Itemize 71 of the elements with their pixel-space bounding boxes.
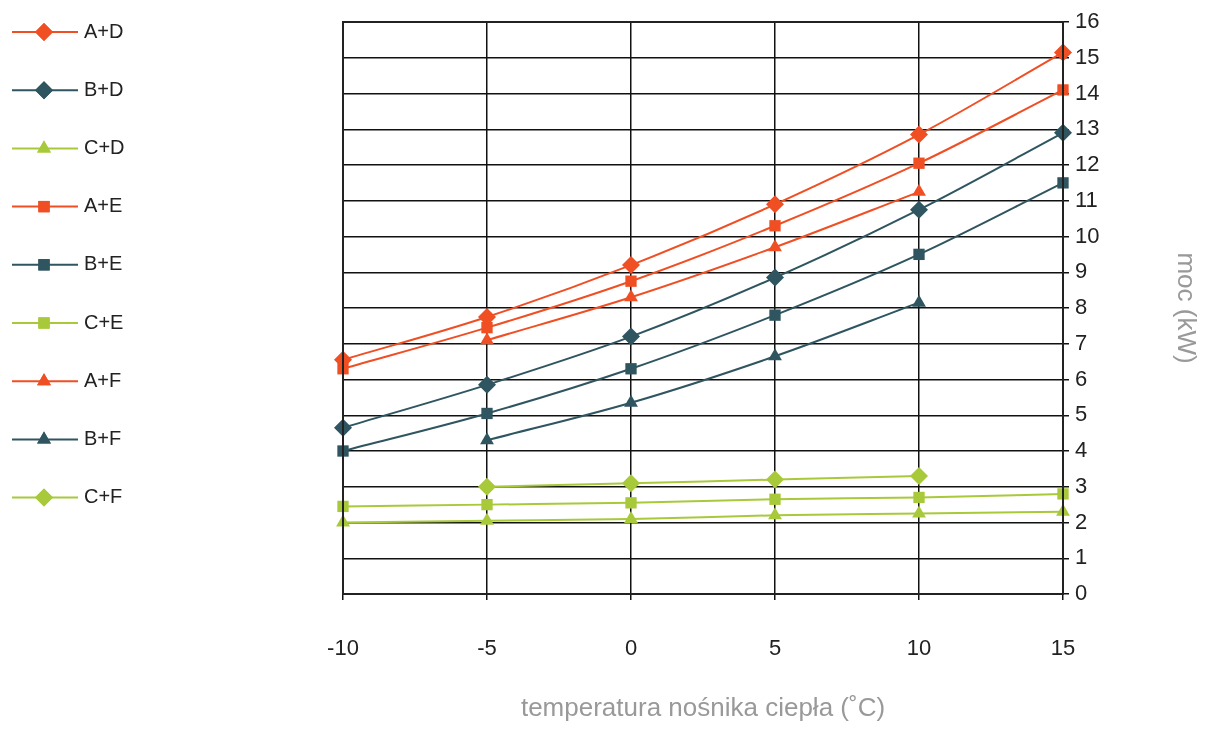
y-tick-label: 3 xyxy=(1075,472,1088,498)
point xyxy=(624,394,638,407)
y-tick-label: 12 xyxy=(1075,151,1100,177)
y-tick-label: 14 xyxy=(1075,79,1100,105)
legend-label: B+E xyxy=(84,252,123,275)
y-tick-label: 7 xyxy=(1075,329,1088,355)
point xyxy=(624,289,638,302)
point xyxy=(478,375,496,394)
y-tick-label: 9 xyxy=(1075,258,1088,284)
point xyxy=(480,432,494,445)
point xyxy=(481,407,493,420)
y-tick-label: 16 xyxy=(1075,8,1100,34)
point xyxy=(622,327,640,346)
y-tick-label: 5 xyxy=(1075,401,1088,427)
point xyxy=(625,275,637,287)
point xyxy=(766,470,784,489)
y-tick-label: 11 xyxy=(1075,186,1098,212)
point xyxy=(624,510,638,523)
y-tick-label: 4 xyxy=(1075,437,1088,463)
legend-label: A+F xyxy=(84,368,122,391)
point xyxy=(337,445,349,457)
point xyxy=(910,467,928,486)
x-tick-label: 10 xyxy=(906,635,932,661)
point xyxy=(625,363,637,375)
point xyxy=(912,294,926,307)
point xyxy=(769,220,781,232)
y-tick-label: 1 xyxy=(1075,544,1088,570)
point xyxy=(769,493,781,505)
x-tick-label: -5 xyxy=(477,635,497,661)
legend-label: A+D xyxy=(84,19,124,42)
y-tick-label: 2 xyxy=(1075,508,1088,534)
point xyxy=(910,200,928,219)
x-tick-label: 0 xyxy=(624,635,638,661)
point xyxy=(910,125,928,144)
point xyxy=(768,348,782,361)
point xyxy=(1057,488,1069,500)
legend-label: B+F xyxy=(84,426,122,449)
y-tick-label: 6 xyxy=(1075,365,1088,391)
point xyxy=(622,474,640,493)
point xyxy=(913,157,925,169)
x-tick-label: -10 xyxy=(327,635,359,661)
legend-label: B+D xyxy=(84,77,124,100)
y-axis-title: moc (kW) xyxy=(1172,252,1203,364)
point xyxy=(766,268,784,287)
x-tick-label: 5 xyxy=(768,635,782,661)
x-axis-title: temperatura nośnika ciepła (˚C) xyxy=(520,691,886,722)
point xyxy=(1057,84,1069,96)
legend-label: C+D xyxy=(84,135,125,158)
point xyxy=(481,498,493,511)
point xyxy=(625,497,637,509)
y-tick-label: 15 xyxy=(1075,43,1100,69)
point xyxy=(913,491,925,504)
point xyxy=(766,195,784,214)
point xyxy=(622,256,640,275)
point xyxy=(768,507,782,520)
y-tick-label: 10 xyxy=(1075,222,1100,248)
y-tick-label: 13 xyxy=(1075,115,1100,141)
legend-label: C+E xyxy=(84,310,124,333)
legend-label: A+E xyxy=(84,194,123,217)
point xyxy=(481,322,493,334)
y-tick-label: 0 xyxy=(1075,580,1088,606)
point xyxy=(480,332,494,345)
point xyxy=(912,505,926,518)
point xyxy=(480,512,494,525)
point xyxy=(913,248,925,261)
point xyxy=(478,477,496,496)
point xyxy=(769,309,781,321)
point xyxy=(1057,177,1069,189)
y-tick-label: 8 xyxy=(1075,294,1088,320)
legend-label: C+F xyxy=(84,485,123,508)
point xyxy=(768,239,782,252)
